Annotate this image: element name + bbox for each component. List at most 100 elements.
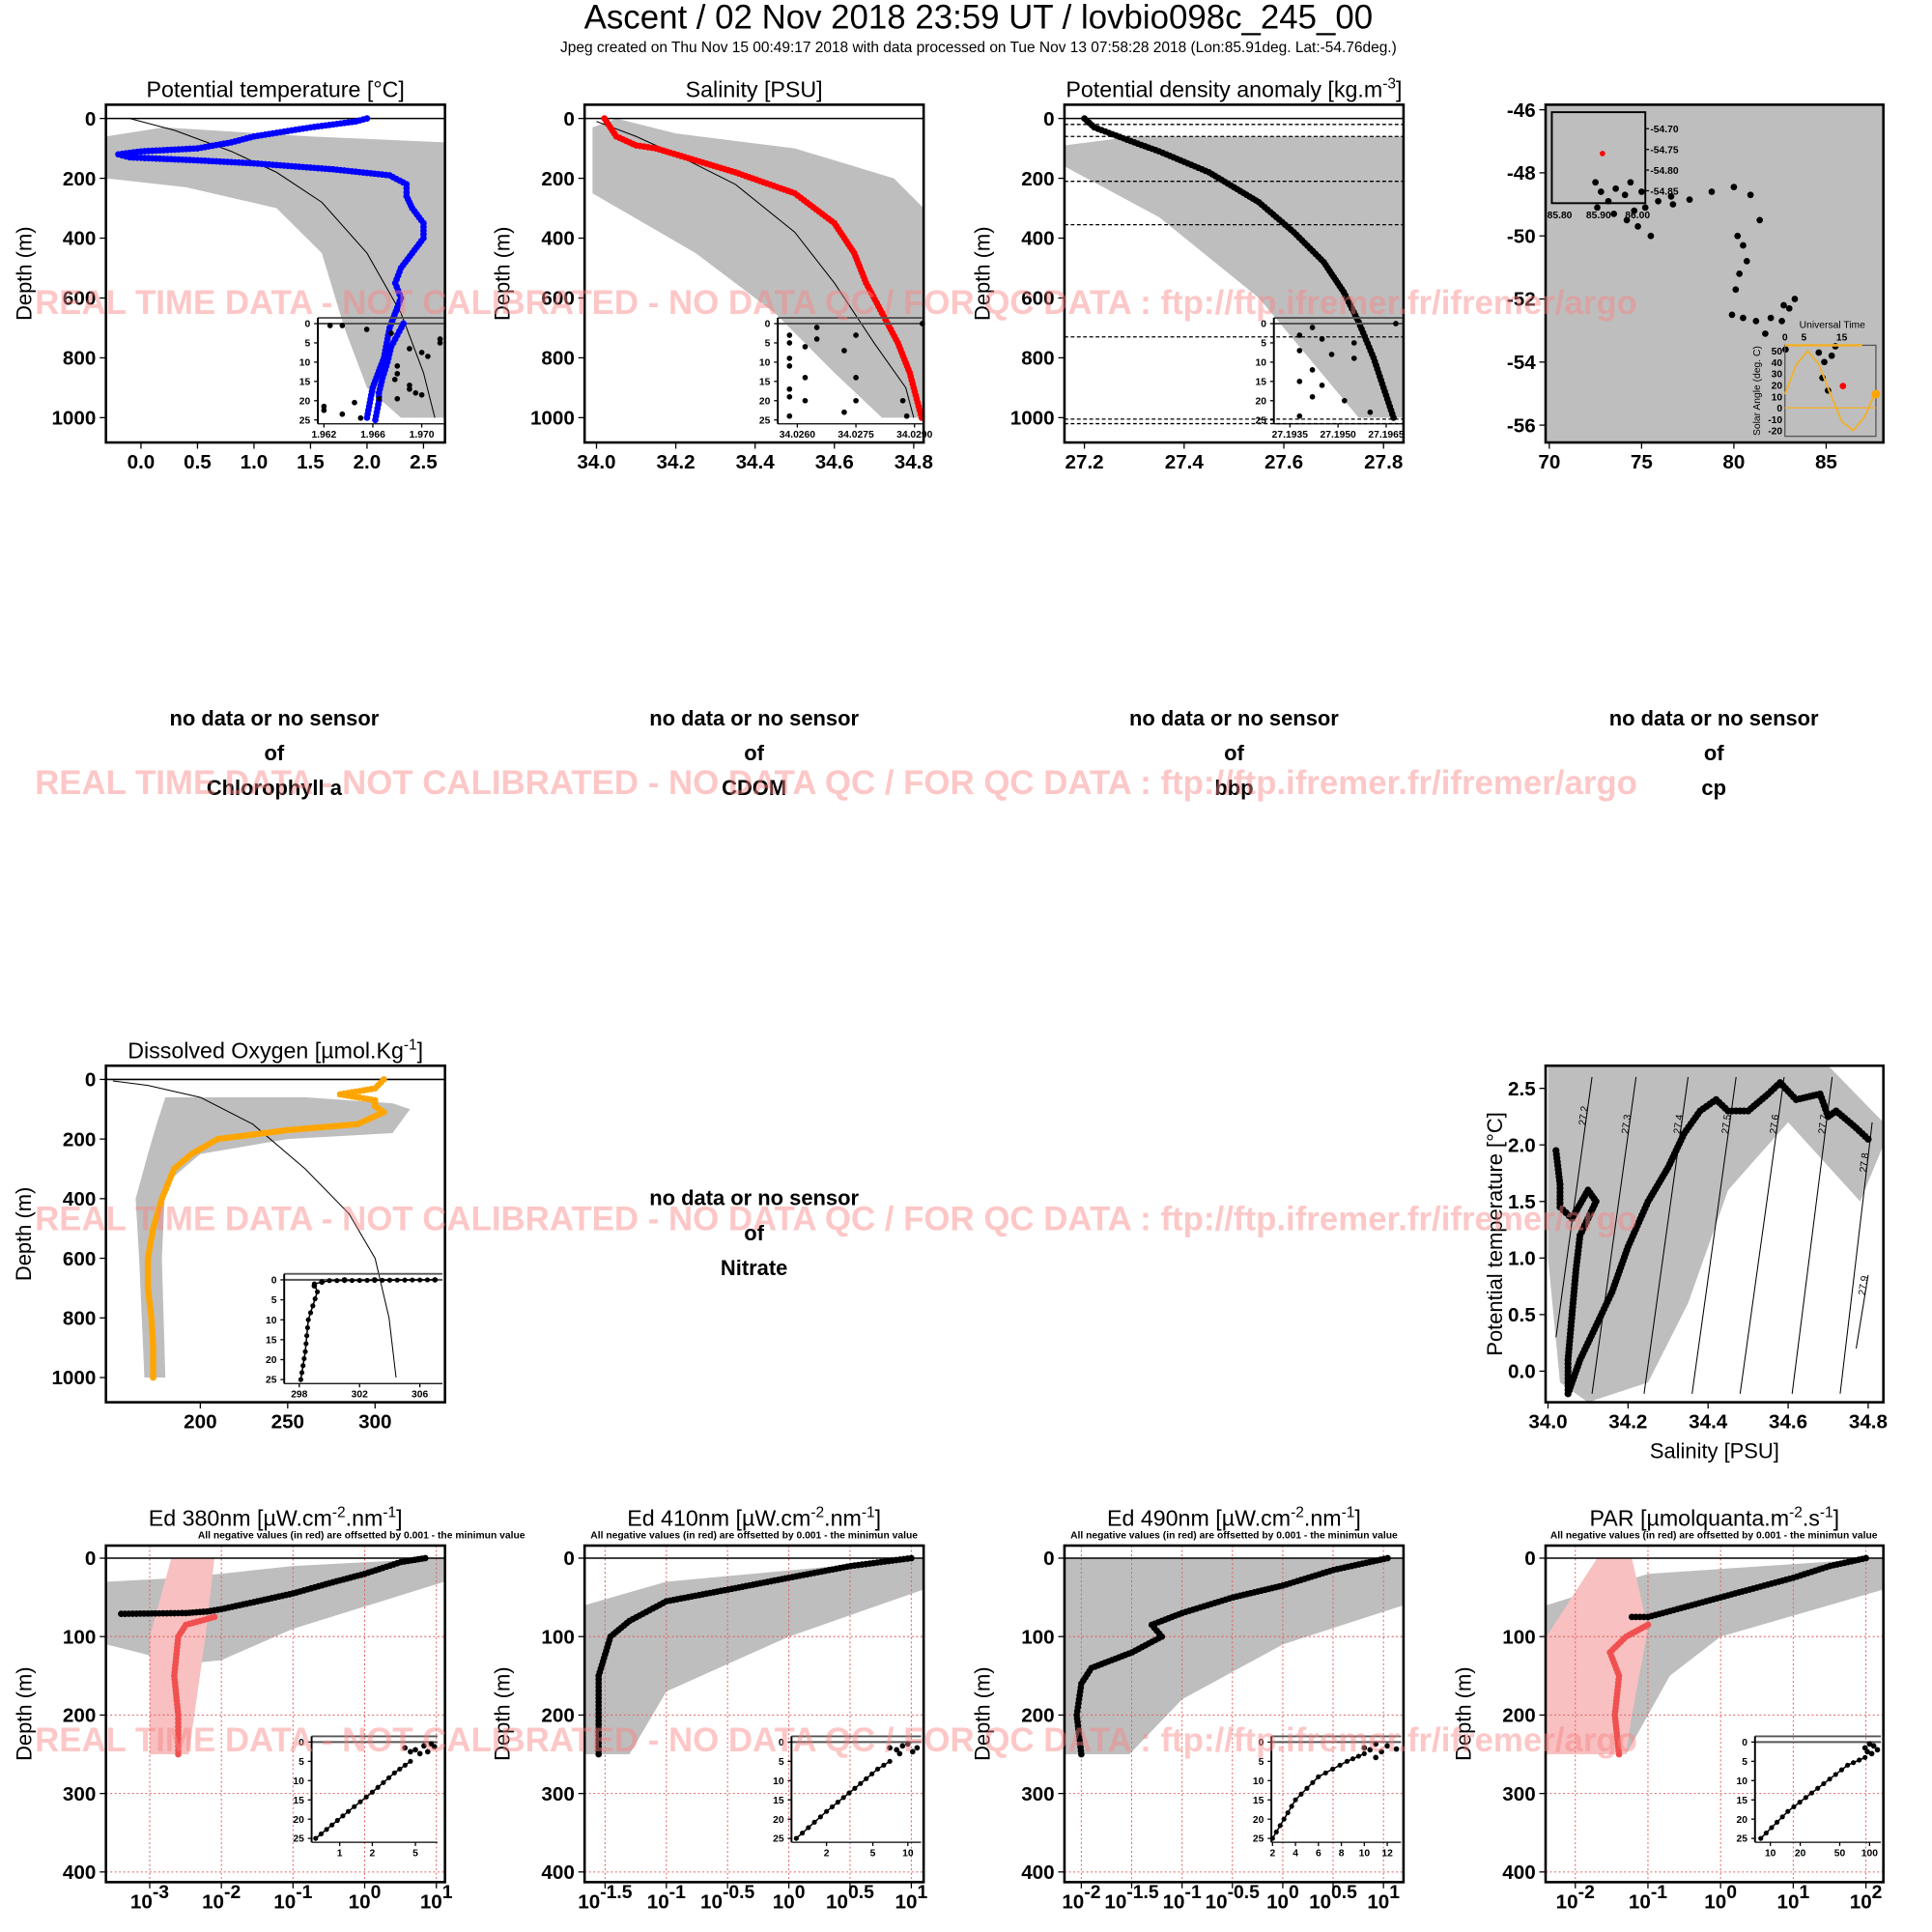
y-tick-label: 0 xyxy=(563,1548,574,1570)
title-text: Potential density anomaly [kg.m xyxy=(1065,77,1382,102)
climatology-envelope xyxy=(135,1096,411,1378)
y-tick-label: 15 xyxy=(266,1335,277,1346)
track-point xyxy=(1610,210,1618,217)
track-point xyxy=(1752,318,1760,325)
inset-profile-point xyxy=(394,1277,400,1283)
inset-profile-point xyxy=(1785,1808,1791,1814)
y-tick-label: 0 xyxy=(298,1738,304,1748)
x-tick-label: 200 xyxy=(184,1411,216,1434)
inset-point xyxy=(1373,1754,1379,1761)
track-point xyxy=(1778,318,1785,325)
inset-profile-point xyxy=(858,1780,864,1786)
inset-point xyxy=(339,323,346,328)
inset-profile-point xyxy=(1316,1774,1321,1779)
inset-profile-point xyxy=(1350,1756,1356,1762)
inset-profile-point xyxy=(352,1804,357,1809)
inset-point xyxy=(1378,1748,1384,1755)
negative-values-envelope xyxy=(149,1557,214,1755)
title-text: ] xyxy=(396,1505,402,1530)
plot-frame xyxy=(1063,103,1406,444)
track-point xyxy=(1756,216,1764,224)
x-tick-label: 10-0.5 xyxy=(700,1882,755,1913)
track-point xyxy=(1641,204,1649,212)
title-text: .s xyxy=(1803,1505,1820,1530)
title-text: .nm xyxy=(1304,1505,1342,1530)
plot-frame xyxy=(1544,103,1885,444)
title-superscript: -2 xyxy=(332,1504,346,1520)
y-tick-label: 20 xyxy=(266,1355,277,1366)
y-tick-label: 15 xyxy=(773,1796,784,1806)
x-tick-label: 27.1950 xyxy=(1321,430,1357,440)
panel-dens: 27.1935 27.1950 27.1965 0 5 10 15 20 25 27.2 27.4 2… xyxy=(971,76,1406,473)
panel-title: Ed 490nm [µW.cm-2.nm-1] xyxy=(1107,1504,1361,1530)
plot-area xyxy=(584,1546,924,1883)
isopycnal-label: 27.8 xyxy=(1859,1152,1871,1173)
y-tick-label: 0 xyxy=(1043,108,1054,130)
isopycnal-label: 27.3 xyxy=(1620,1114,1634,1135)
inset-profile-point xyxy=(364,1277,370,1284)
zoom-x-tick-label: 86.00 xyxy=(1625,211,1650,221)
y-tick-label: 2.0 xyxy=(1508,1134,1536,1156)
y-tick-label: 15 xyxy=(759,377,771,387)
inset-profile-point xyxy=(1763,1830,1769,1836)
panel-title: Dissolved Oxygen [µmol.Kg-1] xyxy=(128,1037,423,1063)
isopycnal-label: 27.4 xyxy=(1672,1114,1686,1135)
track-point xyxy=(1708,188,1716,195)
reference-profile-line xyxy=(112,1080,397,1378)
inset-profile-point xyxy=(1330,1766,1336,1772)
inset-profile-point xyxy=(811,1819,817,1825)
x-tick-label: 300 xyxy=(358,1411,391,1434)
nodata-bbp: no data or no sensor of bbp xyxy=(1129,706,1339,800)
y-tick-label: 100 xyxy=(541,1626,574,1648)
inset-point xyxy=(1350,340,1357,346)
inset-point xyxy=(841,409,847,415)
inset-profile-point xyxy=(1273,1829,1279,1835)
zoom-y-tick-label: -54.85 xyxy=(1650,186,1679,197)
y-tick-label: 15 xyxy=(1737,1796,1748,1806)
inset-point xyxy=(1296,378,1303,384)
y-tick-label: 800 xyxy=(63,348,96,370)
x-tick-label: 2 xyxy=(370,1848,376,1859)
negative-values-envelope xyxy=(1546,1557,1648,1755)
inset-point xyxy=(388,330,394,336)
panel-oxy: 298 302 306 0 5 10 15 20 25 200 250 300 0 200 400 600 80… xyxy=(12,1037,446,1434)
inset-point xyxy=(1393,321,1399,327)
y-tick-label: 1000 xyxy=(1010,408,1055,430)
y-axis-label: Depth (m) xyxy=(971,226,995,320)
inset-point xyxy=(418,391,425,398)
x-tick-label: 100.5 xyxy=(1309,1882,1357,1913)
inset-profile-point xyxy=(386,1775,392,1780)
x-tick-exponent: 0 xyxy=(795,1882,806,1903)
plot-frame xyxy=(582,103,925,444)
inset-profile-point xyxy=(829,1804,836,1809)
inset-point xyxy=(904,1741,911,1747)
y-tick-label: 400 xyxy=(63,1861,96,1884)
y-tick-label: -56 xyxy=(1507,414,1536,437)
inset-profile-point xyxy=(1298,1791,1304,1797)
inset-profile-point xyxy=(1821,1780,1827,1787)
profile-point xyxy=(1390,414,1397,421)
inset-profile-point xyxy=(357,1799,363,1804)
y-tick-label: 10 xyxy=(773,1776,784,1787)
nodata-line1: no data or no sensor xyxy=(169,706,379,730)
track-point xyxy=(1815,349,1823,356)
climatology-envelope xyxy=(1064,1557,1404,1755)
inset-point xyxy=(813,325,820,330)
inset-point xyxy=(408,1748,413,1755)
x-tick-label: 10 xyxy=(1359,1848,1371,1859)
y-tick-label: 10 xyxy=(293,1776,304,1787)
profile-point xyxy=(1078,1750,1085,1758)
y-tick-label: 20 xyxy=(773,1815,784,1826)
inset-point xyxy=(802,397,809,404)
solar-x-tick-label: 5 xyxy=(1801,332,1806,343)
x-tick-label: 10-1.5 xyxy=(1104,1882,1159,1913)
y-tick-label: 25 xyxy=(293,1834,304,1845)
nodata-line1: no data or no sensor xyxy=(1609,706,1819,730)
x-tick-exponent: -0.5 xyxy=(723,1882,755,1903)
inset-profile-point xyxy=(817,1814,823,1820)
panel-temp: 1.962 1.966 1.970 0 5 10 15 20 25 0.0 0.5 1.0 1.5 2.0… xyxy=(12,77,446,473)
track-point xyxy=(1686,196,1693,204)
inset-profile-point xyxy=(1344,1758,1350,1764)
inset-profile-point xyxy=(369,1789,376,1795)
